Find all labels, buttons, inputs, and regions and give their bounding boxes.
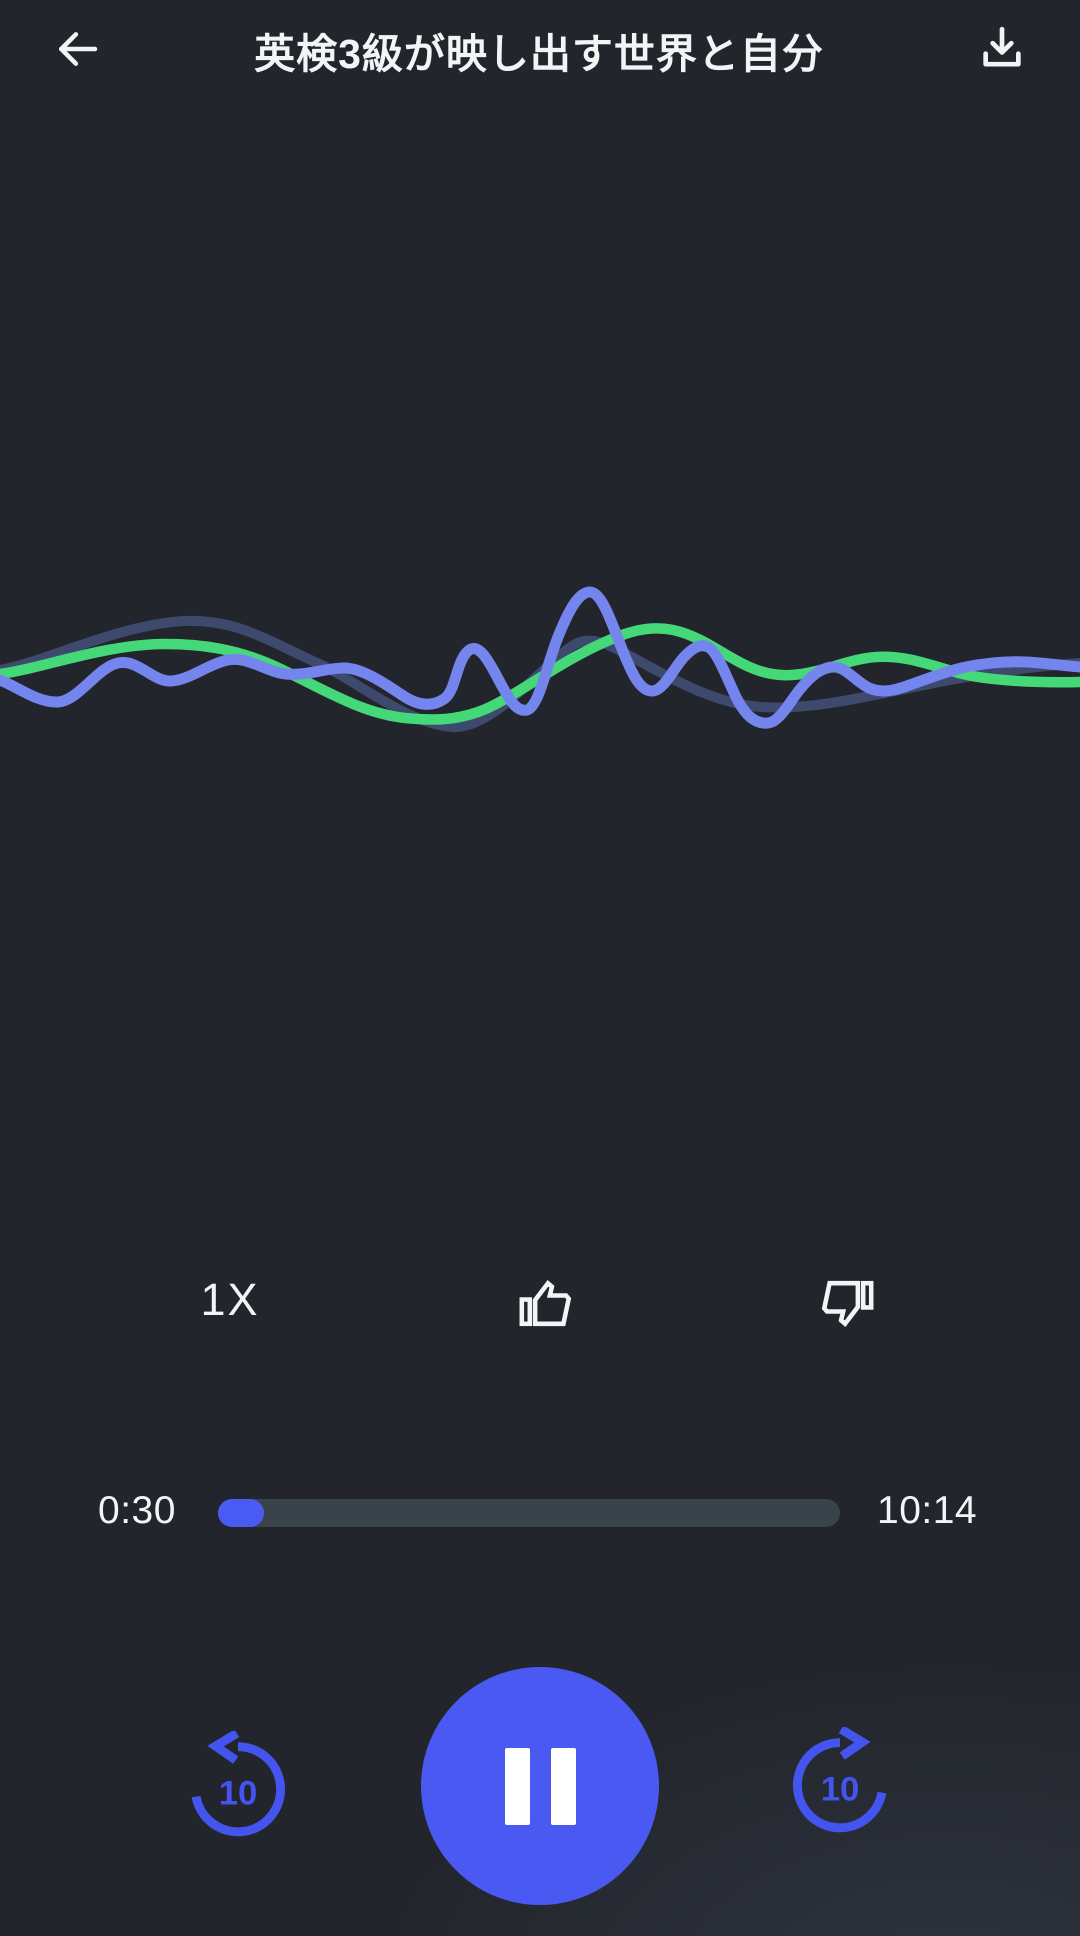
page-title: 英検3級が映し出す世界と自分 (254, 31, 824, 77)
playback-speed-button[interactable]: 1X (168, 1263, 292, 1337)
elapsed-time: 0:30 (98, 1489, 176, 1532)
forward-10-icon: 10 (784, 1725, 896, 1842)
arrow-left-icon (50, 22, 104, 79)
rewind-10-icon: 10 (182, 1729, 294, 1846)
back-button[interactable] (50, 22, 104, 79)
like-button[interactable] (513, 1269, 577, 1337)
waveform-visualization (0, 586, 1080, 733)
progress-track-fill (218, 1499, 265, 1527)
progress-bar[interactable] (218, 1499, 840, 1527)
thumbs-up-icon (513, 1279, 577, 1340)
thumbs-down-icon (816, 1280, 880, 1339)
total-time: 10:14 (877, 1489, 978, 1532)
waveform-line-green (0, 623, 1080, 725)
forward-10-button[interactable]: 10 (784, 1725, 896, 1842)
download-button[interactable] (974, 21, 1030, 80)
waveform-line-blue (0, 586, 1080, 729)
download-icon (974, 21, 1030, 80)
rewind-10-button[interactable]: 10 (182, 1729, 294, 1846)
svg-text:10: 10 (219, 1775, 258, 1813)
svg-text:10: 10 (821, 1771, 860, 1809)
dislike-button[interactable] (816, 1272, 880, 1336)
header: 英検3級が映し出す世界と自分 (0, 0, 1080, 100)
pause-icon (504, 1747, 530, 1825)
pause-icon (550, 1747, 576, 1825)
pause-button[interactable] (421, 1667, 659, 1905)
